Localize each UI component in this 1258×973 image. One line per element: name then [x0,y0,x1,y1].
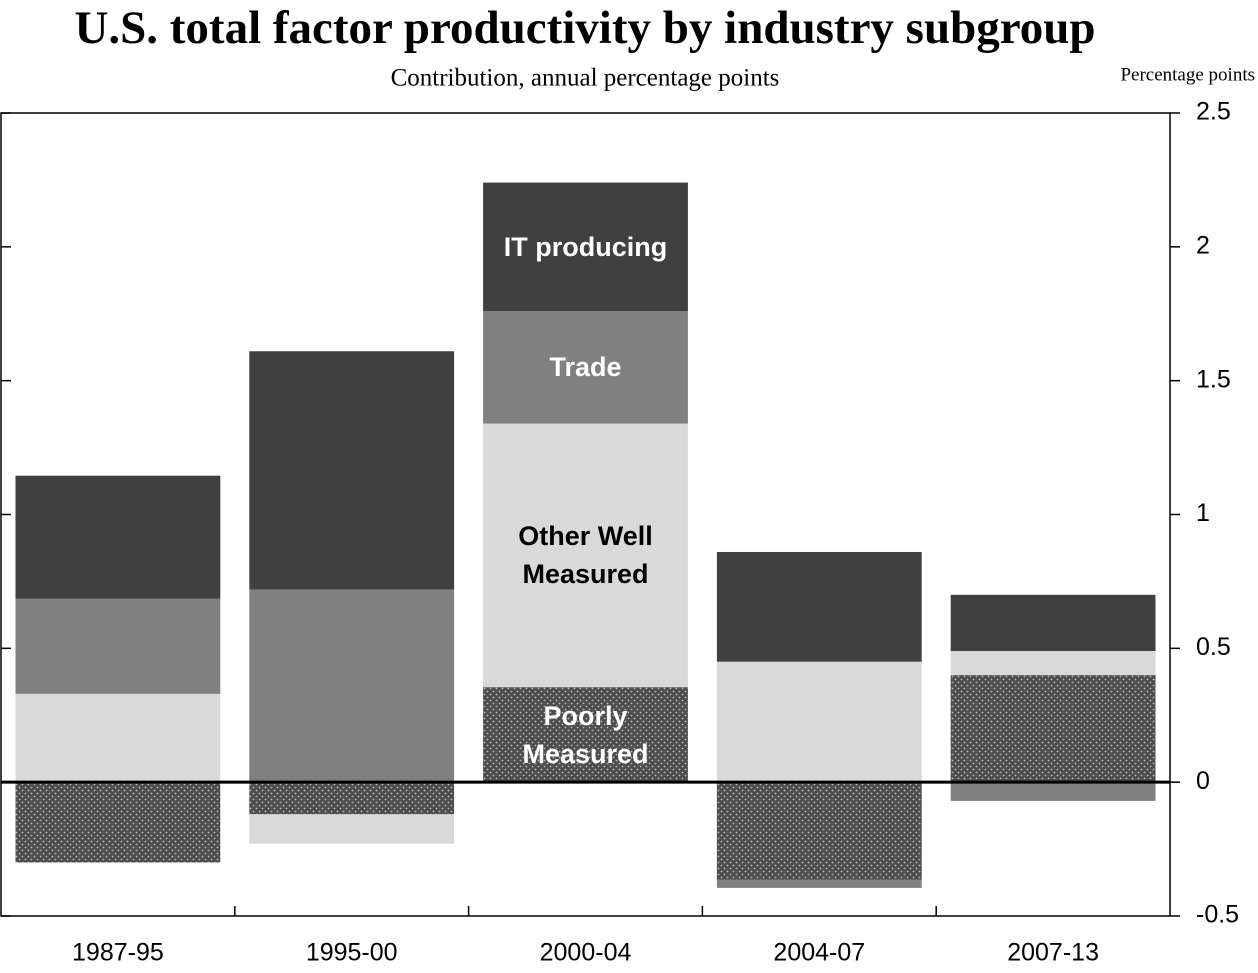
y-tick-label: 2 [1196,231,1210,259]
x-tick-label: 2004-07 [773,939,865,967]
bar-segment [483,687,688,783]
series-label: Other Well Measured [518,521,653,590]
y-tick-label: -0.5 [1196,901,1239,929]
bar-segment [15,782,221,863]
y-tick-label: 0 [1196,767,1210,795]
bar-segment [716,879,922,888]
chart-subtitle: Contribution, annual percentage points [391,65,780,92]
bar-segment [249,782,455,815]
series-label: IT producing [503,231,668,262]
plot-frame [0,112,1171,917]
x-tick-label: 2007-13 [1007,939,1099,967]
series-label: Poorly Measured [522,700,649,769]
bar-segment [249,589,455,783]
series-label: Trade [549,352,622,383]
bar-segment [950,594,1156,652]
bar-segment [483,423,688,688]
bar-segment [950,651,1156,676]
bar-segment [15,598,221,694]
bar-segment [950,782,1156,801]
x-tick-label: 1995-00 [306,939,398,967]
bar-segment [716,551,922,662]
bar-segment [249,814,455,844]
y-axis-label: Percentage points [1120,64,1255,85]
bar-segment [483,182,688,312]
bar-segment [716,661,922,783]
x-tick-label: 2000-04 [540,939,632,967]
y-tick-label: 1 [1196,499,1210,527]
chart-title: U.S. total factor productivity by indust… [74,2,1095,54]
y-tick-label: 0.5 [1196,633,1231,661]
bar-segment [15,693,221,783]
bar-segment [249,351,455,590]
bar-segment [483,311,688,424]
x-tick-label: 1987-95 [72,939,164,967]
bar-segment [716,782,922,880]
bar-segment [15,475,221,599]
bar-segment [950,675,1156,783]
y-tick-label: 2.5 [1196,98,1231,126]
y-tick-label: 1.5 [1196,365,1231,393]
